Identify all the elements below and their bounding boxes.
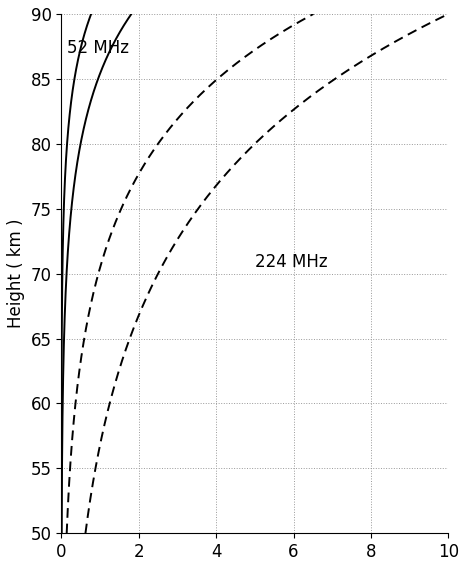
Text: 224 MHz: 224 MHz — [255, 253, 328, 271]
Y-axis label: Height ( km ): Height ( km ) — [7, 219, 25, 328]
Text: 52 MHz: 52 MHz — [67, 39, 129, 57]
